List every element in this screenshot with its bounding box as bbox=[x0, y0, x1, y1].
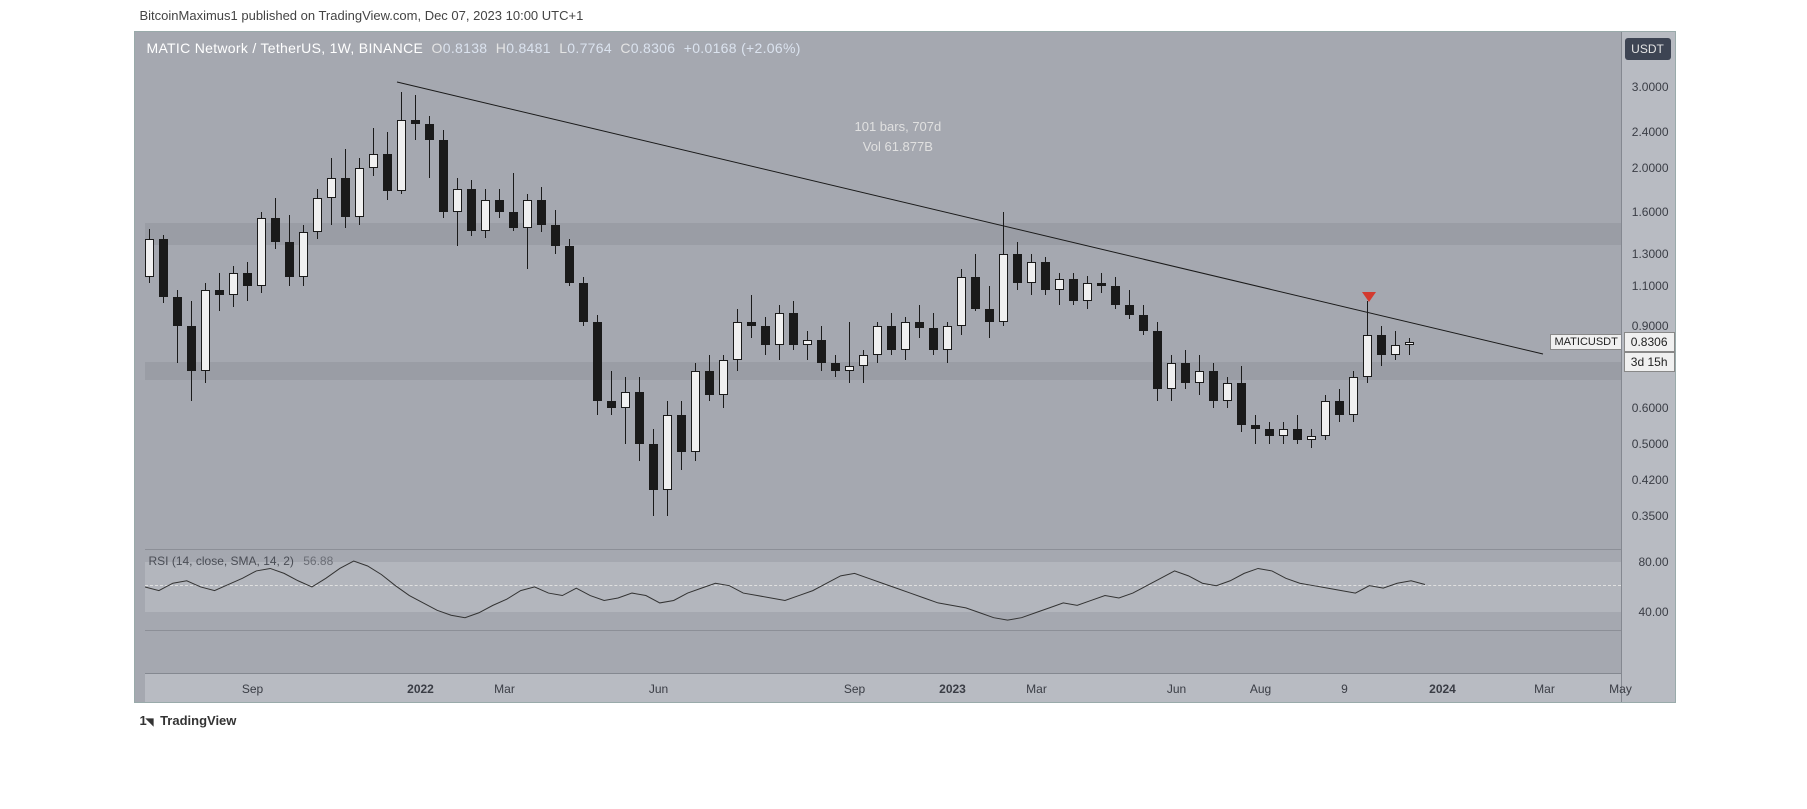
time-tick: 9 bbox=[1341, 682, 1348, 696]
chart-frame: MATIC Network / TetherUS, 1W, BINANCE O0… bbox=[134, 31, 1676, 703]
time-tick: Aug bbox=[1250, 682, 1271, 696]
time-tick: Sep bbox=[242, 682, 263, 696]
price-tick: 0.5000 bbox=[1632, 437, 1669, 451]
time-axis: Sep2022MarJunSep2023MarJunAug92024MarMay bbox=[145, 673, 1621, 702]
price-tick: 0.6000 bbox=[1632, 401, 1669, 415]
price-tick: 3.0000 bbox=[1632, 80, 1669, 94]
caption-text: BitcoinMaximus1 published on TradingView… bbox=[134, 0, 1674, 31]
rsi-line bbox=[145, 550, 1621, 630]
logo-text: TradingView bbox=[160, 713, 236, 728]
rsi-label-text: RSI (14, close, SMA, 14, 2) bbox=[149, 554, 294, 568]
rsi-title: RSI (14, close, SMA, 14, 2) 56.88 bbox=[149, 554, 334, 568]
time-tick: Mar bbox=[1026, 682, 1047, 696]
price-tick: 0.4200 bbox=[1632, 473, 1669, 487]
rsi-tick: 40.00 bbox=[1638, 605, 1668, 619]
price-tick: 1.1000 bbox=[1632, 279, 1669, 293]
time-tick: May bbox=[1609, 682, 1632, 696]
rsi-value: 56.88 bbox=[303, 554, 333, 568]
tv-icon: 1◥ bbox=[140, 713, 153, 728]
current-price-label: 0.8306 bbox=[1624, 332, 1675, 352]
rsi-panel: RSI (14, close, SMA, 14, 2) 56.88 80.004… bbox=[145, 549, 1621, 631]
rsi-tick: 80.00 bbox=[1638, 555, 1668, 569]
countdown-label: 3d 15h bbox=[1624, 352, 1675, 372]
time-tick: 2022 bbox=[407, 682, 434, 696]
price-axis: USDT 3.0000 2.4000 2.0000 1.6000 1.3000 1.100… bbox=[1621, 32, 1675, 702]
time-tick: Jun bbox=[1167, 682, 1186, 696]
ticker-label: MATICUSDT bbox=[1550, 334, 1623, 350]
time-tick: Mar bbox=[1534, 682, 1555, 696]
time-tick: 2024 bbox=[1429, 682, 1456, 696]
price-tick: 1.3000 bbox=[1632, 247, 1669, 261]
price-tick: 0.3500 bbox=[1632, 509, 1669, 523]
price-tick: 2.4000 bbox=[1632, 125, 1669, 139]
candle-layer bbox=[135, 32, 1621, 594]
currency-badge: USDT bbox=[1625, 38, 1671, 60]
price-tick: 1.6000 bbox=[1632, 205, 1669, 219]
time-tick: Sep bbox=[844, 682, 865, 696]
price-tick: 2.0000 bbox=[1632, 161, 1669, 175]
time-tick: 2023 bbox=[939, 682, 966, 696]
time-tick: Mar bbox=[494, 682, 515, 696]
price-tick: 0.9000 bbox=[1632, 319, 1669, 333]
rejection-arrow-icon bbox=[1362, 292, 1376, 302]
tradingview-logo: 1◥ TradingView bbox=[134, 703, 1674, 738]
time-tick: Jun bbox=[649, 682, 668, 696]
